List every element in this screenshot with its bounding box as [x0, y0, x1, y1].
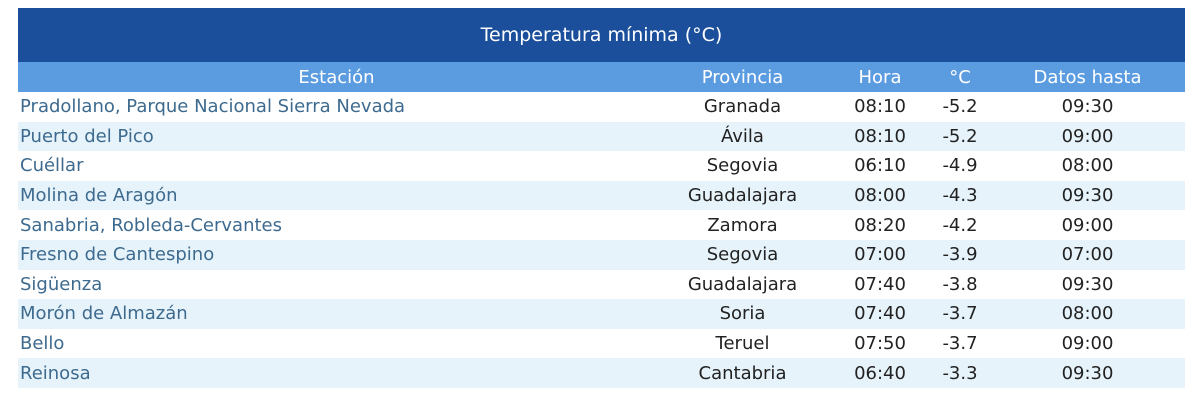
- cell: 09:00: [1061, 214, 1114, 236]
- cell: 08:20: [854, 214, 906, 236]
- column-header: Hora: [830, 62, 930, 92]
- cell: -4.2: [942, 214, 978, 236]
- table-row: Sanabria, Robleda-Cervantes Zamora 08:20 -4…: [18, 210, 1185, 240]
- cell: Ávila: [655, 121, 830, 152]
- cell: -3.8: [942, 273, 978, 295]
- cell: 07:00: [990, 239, 1186, 270]
- cell: Zamora: [707, 214, 778, 236]
- cell: 07:40: [854, 273, 906, 295]
- cell: Soria: [655, 299, 830, 329]
- cell: Guadalajara: [655, 180, 830, 211]
- cell: 08:10: [830, 121, 930, 152]
- station-cell: Molina de Aragón: [18, 180, 655, 211]
- cell: -3.7: [942, 333, 978, 355]
- station-cell: Puerto del Pico: [18, 121, 655, 152]
- table-row: Cuéllar Segovia 06:10 -4.9 08:00: [18, 151, 1185, 181]
- cell: -3.9: [930, 239, 990, 270]
- table-row: Puerto del Pico Ávila 08:10 -5.2 09:00: [18, 121, 1186, 152]
- cell: 08:00: [830, 180, 930, 211]
- station-cell: Fresno de Cantespino: [18, 239, 655, 270]
- station-cell: Reinosa: [18, 358, 655, 388]
- station-cell: Cuéllar: [20, 155, 84, 177]
- table-row: Pradollano, Parque Nacional Sierra Nevad…: [18, 92, 1185, 122]
- title-row: Temperatura mínima (°C): [18, 8, 1186, 62]
- table-row: Morón de Almazán Soria 07:40 -3.7 08:00: [18, 299, 1186, 329]
- cell: 09:00: [990, 121, 1186, 152]
- cell: Granada: [703, 96, 782, 118]
- station-cell: Pradollano, Parque Nacional Sierra Nevad…: [20, 96, 406, 118]
- table-row: Molina de Aragón Guadalajara 08:00 -4.3 09:3…: [18, 180, 1186, 211]
- cell: 09:30: [1061, 96, 1114, 118]
- station-cell: Morón de Almazán: [18, 299, 655, 329]
- cell: 09:30: [990, 180, 1186, 211]
- cell: -5.2: [942, 96, 978, 118]
- cell: 07:40: [830, 299, 930, 329]
- table-row: Sigüenza Guadalajara 07:40 -3.8 09:30: [18, 270, 1185, 300]
- cell: 07:00: [830, 239, 930, 270]
- station-cell: Sigüenza: [20, 273, 103, 295]
- column-header: Estación: [18, 62, 655, 92]
- table-container: Temperatura mínima (°C) Estación Provinci…: [18, 8, 1186, 388]
- cell: Cantabria: [655, 358, 830, 388]
- header-row: Estación Provincia Hora °C Datos hasta: [18, 62, 1186, 92]
- table-row: Fresno de Cantespino Segovia 07:00 -3.9 07:0…: [18, 239, 1186, 270]
- cell: Segovia: [706, 155, 779, 177]
- cell: 07:50: [854, 333, 906, 355]
- cell: 09:00: [1061, 333, 1114, 355]
- column-header: °C: [930, 62, 990, 92]
- station-cell: Sanabria, Robleda-Cervantes: [20, 214, 283, 236]
- table-row: Reinosa Cantabria 06:40 -3.3 09:30: [18, 358, 1186, 388]
- cell: -4.9: [942, 155, 978, 177]
- cell: 06:40: [830, 358, 930, 388]
- column-header: Provincia: [655, 62, 830, 92]
- cell: -3.7: [930, 299, 990, 329]
- cell: -4.3: [930, 180, 990, 211]
- cell: 08:00: [990, 299, 1186, 329]
- cell: 09:30: [990, 358, 1186, 388]
- station-cell: Bello: [20, 333, 65, 355]
- cell: Guadalajara: [687, 273, 798, 295]
- cell: Segovia: [655, 239, 830, 270]
- cell: -3.3: [930, 358, 990, 388]
- table-title: Temperatura mínima (°C): [18, 8, 1186, 62]
- cell: 08:00: [1061, 155, 1114, 177]
- cell: 08:10: [854, 96, 906, 118]
- cell: -5.2: [930, 121, 990, 152]
- table-row: Bello Teruel 07:50 -3.7 09:00: [18, 329, 1185, 359]
- cell: 09:30: [1061, 273, 1114, 295]
- column-header: Datos hasta: [990, 62, 1186, 92]
- cell: 06:10: [854, 155, 906, 177]
- temperature-table: Temperatura mínima (°C) Estación Provinci…: [18, 8, 1186, 388]
- cell: Teruel: [715, 333, 770, 355]
- table-body: Pradollano, Parque Nacional Sierra Nevad…: [18, 92, 1186, 388]
